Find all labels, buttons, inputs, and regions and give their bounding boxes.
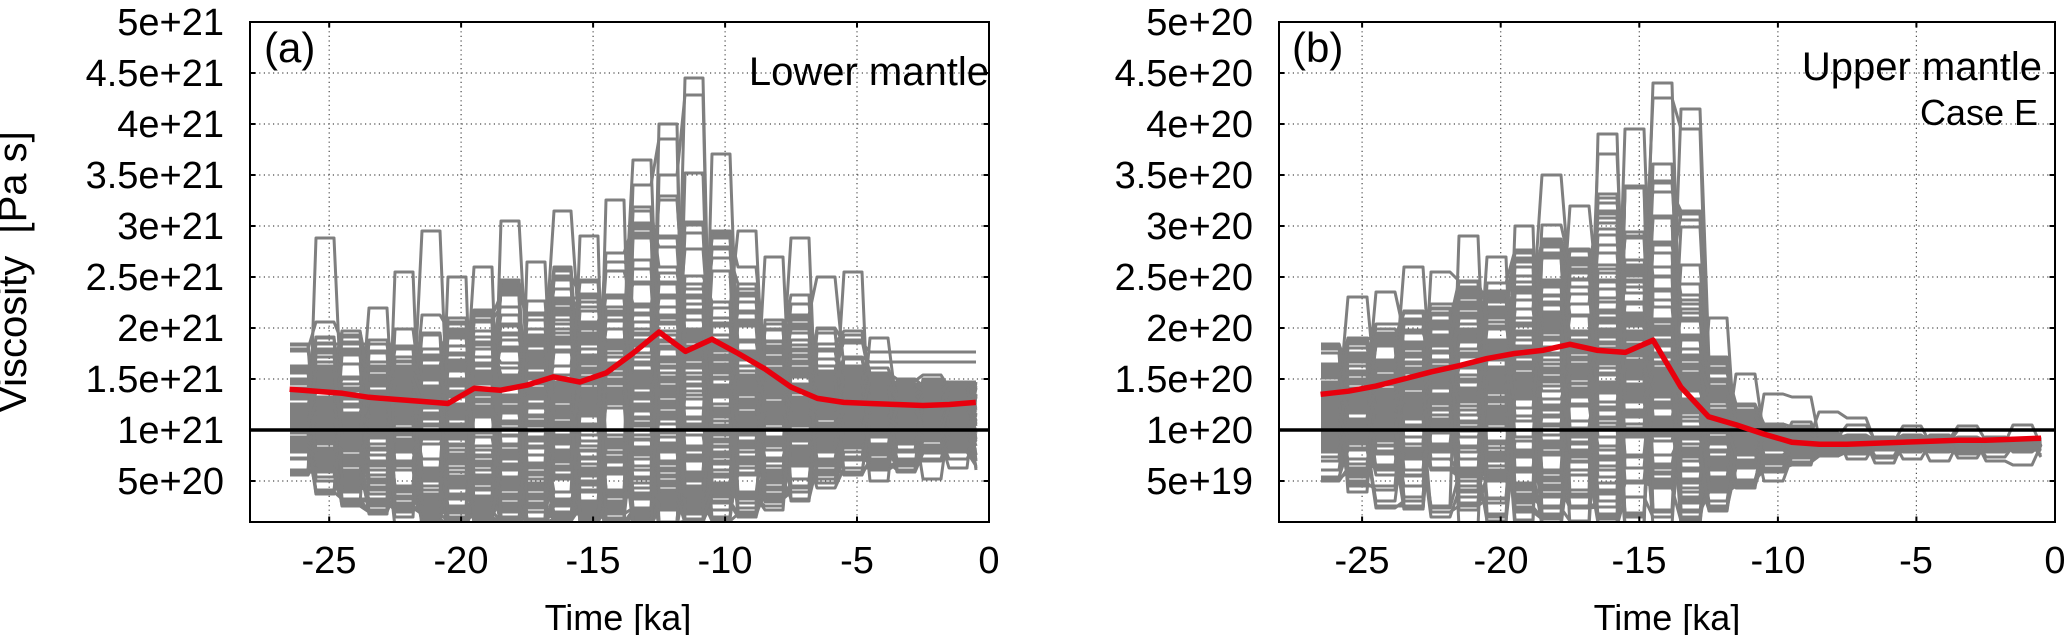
svg-text:4.5e+21: 4.5e+21 bbox=[86, 53, 224, 95]
svg-text:Case E: Case E bbox=[1920, 92, 2038, 133]
svg-text:(b): (b) bbox=[1292, 24, 1343, 71]
svg-text:-15: -15 bbox=[566, 540, 621, 582]
svg-text:5e+20: 5e+20 bbox=[1146, 2, 1253, 44]
svg-text:2.5e+20: 2.5e+20 bbox=[1115, 257, 1253, 299]
svg-text:Upper mantle: Upper mantle bbox=[1802, 45, 2042, 89]
svg-text:Time [ka]: Time [ka] bbox=[545, 597, 692, 635]
svg-text:0: 0 bbox=[2044, 540, 2065, 582]
svg-text:Time [ka]: Time [ka] bbox=[1594, 597, 1741, 635]
svg-text:-25: -25 bbox=[1335, 540, 1390, 582]
svg-text:-25: -25 bbox=[302, 540, 357, 582]
svg-text:3e+20: 3e+20 bbox=[1146, 206, 1253, 248]
svg-text:-10: -10 bbox=[698, 540, 753, 582]
svg-text:(a): (a) bbox=[264, 24, 315, 71]
svg-text:1.5e+21: 1.5e+21 bbox=[86, 359, 224, 401]
svg-text:4e+21: 4e+21 bbox=[117, 104, 224, 146]
svg-text:2e+20: 2e+20 bbox=[1146, 308, 1253, 350]
svg-text:3.5e+21: 3.5e+21 bbox=[86, 155, 224, 197]
svg-text:1.5e+20: 1.5e+20 bbox=[1115, 359, 1253, 401]
svg-text:-5: -5 bbox=[840, 540, 874, 582]
svg-text:2.5e+21: 2.5e+21 bbox=[86, 257, 224, 299]
svg-text:-20: -20 bbox=[434, 540, 489, 582]
svg-text:-20: -20 bbox=[1474, 540, 1529, 582]
svg-text:-10: -10 bbox=[1751, 540, 1806, 582]
svg-text:-5: -5 bbox=[1899, 540, 1933, 582]
svg-text:5e+19: 5e+19 bbox=[1146, 461, 1253, 503]
svg-text:3.5e+20: 3.5e+20 bbox=[1115, 155, 1253, 197]
svg-text:2e+21: 2e+21 bbox=[117, 308, 224, 350]
svg-text:3e+21: 3e+21 bbox=[117, 206, 224, 248]
svg-text:-15: -15 bbox=[1612, 540, 1667, 582]
svg-text:Viscosity [Pa s]: Viscosity [Pa s] bbox=[0, 131, 35, 413]
svg-text:1e+20: 1e+20 bbox=[1146, 410, 1253, 452]
svg-text:0: 0 bbox=[978, 540, 999, 582]
svg-text:Lower mantle: Lower mantle bbox=[749, 50, 989, 94]
svg-text:5e+20: 5e+20 bbox=[117, 461, 224, 503]
svg-text:1e+21: 1e+21 bbox=[117, 410, 224, 452]
svg-text:5e+21: 5e+21 bbox=[117, 2, 224, 44]
svg-text:4e+20: 4e+20 bbox=[1146, 104, 1253, 146]
svg-text:4.5e+20: 4.5e+20 bbox=[1115, 53, 1253, 95]
